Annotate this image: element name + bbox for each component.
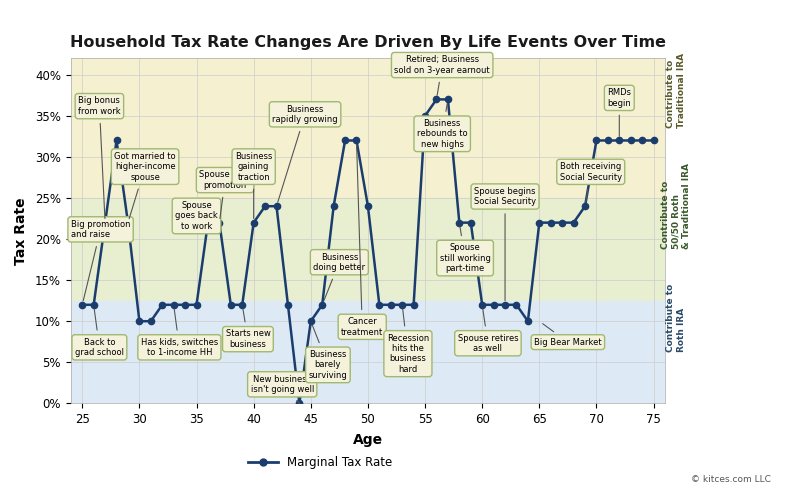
Text: Big promotion
and raise: Big promotion and raise — [71, 220, 131, 301]
Text: Business
doing better: Business doing better — [313, 253, 365, 301]
Text: Contribute to
Roth IRA: Contribute to Roth IRA — [667, 284, 685, 352]
Text: © kitces.com LLC: © kitces.com LLC — [692, 474, 771, 484]
Title: Household Tax Rate Changes Are Driven By Life Events Over Time: Household Tax Rate Changes Are Driven By… — [70, 35, 666, 50]
Y-axis label: Tax Rate: Tax Rate — [14, 197, 28, 265]
Text: Business
barely
surviving: Business barely surviving — [309, 325, 347, 380]
Bar — [71, 198, 665, 301]
Legend: Marginal Tax Rate: Marginal Tax Rate — [243, 451, 397, 473]
Text: Both receiving
Social Security: Both receiving Social Security — [560, 162, 622, 202]
Text: New business
isn't going well: New business isn't going well — [250, 375, 314, 403]
Text: Big Bear Market: Big Bear Market — [534, 324, 602, 347]
Text: Business
rapidly growing: Business rapidly growing — [272, 104, 338, 202]
Text: Starts new
business: Starts new business — [226, 309, 271, 349]
Text: Contribute to
50/50 Roth
& Traditional IRA: Contribute to 50/50 Roth & Traditional I… — [661, 163, 691, 249]
Text: Spouse gets
promotion: Spouse gets promotion — [199, 171, 251, 219]
Text: Spouse begins
Social Security: Spouse begins Social Security — [474, 187, 536, 301]
Text: Business
gaining
traction: Business gaining traction — [235, 152, 272, 219]
Text: Contribute to
Traditional IRA: Contribute to Traditional IRA — [667, 53, 685, 128]
Text: Retired; Business
sold on 3-year earnout: Retired; Business sold on 3-year earnout — [394, 55, 490, 95]
Bar — [71, 58, 665, 198]
Text: Spouse
goes back
to work: Spouse goes back to work — [176, 201, 218, 231]
Text: Has kids, switches
to 1-income HH: Has kids, switches to 1-income HH — [141, 309, 218, 357]
X-axis label: Age: Age — [353, 433, 383, 447]
Bar — [71, 301, 665, 403]
Text: RMDs
begin: RMDs begin — [608, 88, 631, 136]
Text: Got married to
higher-income
spouse: Got married to higher-income spouse — [114, 152, 176, 219]
Text: Spouse
still working
part-time: Spouse still working part-time — [440, 227, 490, 273]
Text: Spouse retires
as well: Spouse retires as well — [457, 309, 518, 353]
Text: Big bonus
from work: Big bonus from work — [78, 96, 120, 219]
Text: Business
rebounds to
new highs: Business rebounds to new highs — [417, 104, 467, 149]
Text: Back to
grad school: Back to grad school — [75, 309, 124, 357]
Text: Cancer
treatment: Cancer treatment — [341, 145, 383, 336]
Text: Recession
hits the
business
hard: Recession hits the business hard — [386, 309, 429, 374]
